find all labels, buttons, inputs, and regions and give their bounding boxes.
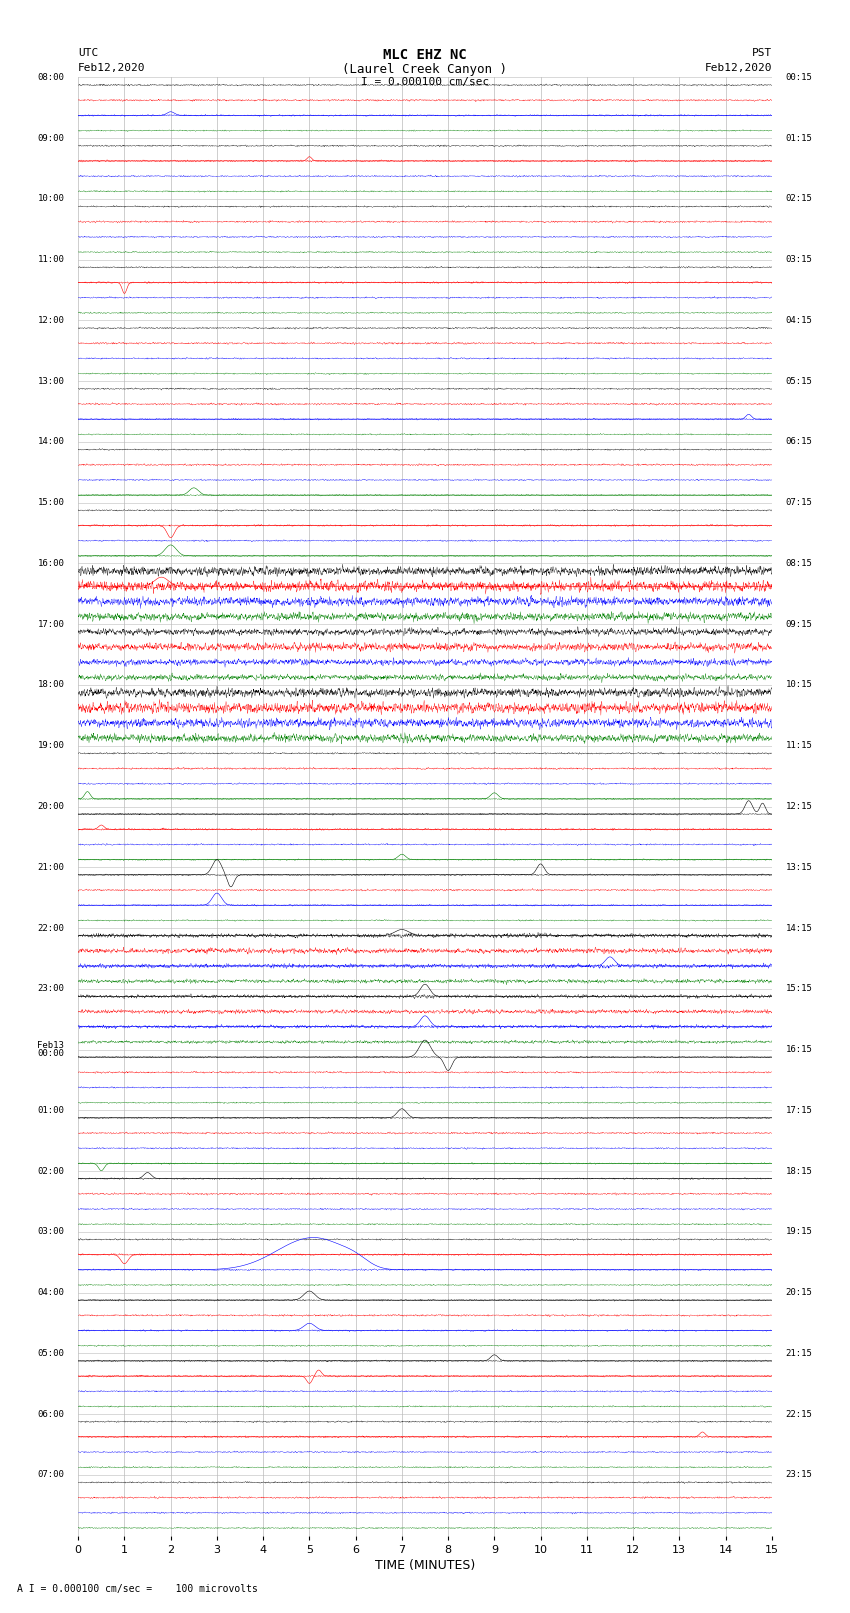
Text: Feb12,2020: Feb12,2020 xyxy=(705,63,772,73)
Text: 22:00: 22:00 xyxy=(37,924,65,932)
Text: 02:00: 02:00 xyxy=(37,1166,65,1176)
Text: 00:15: 00:15 xyxy=(785,73,813,82)
Text: Feb13
00:00: Feb13 00:00 xyxy=(37,1040,65,1058)
Text: A I = 0.000100 cm/sec =    100 microvolts: A I = 0.000100 cm/sec = 100 microvolts xyxy=(17,1584,258,1594)
Text: 12:15: 12:15 xyxy=(785,802,813,811)
Text: 11:00: 11:00 xyxy=(37,255,65,265)
Text: (Laurel Creek Canyon ): (Laurel Creek Canyon ) xyxy=(343,63,507,76)
Text: 17:00: 17:00 xyxy=(37,619,65,629)
Text: 05:00: 05:00 xyxy=(37,1348,65,1358)
Text: 15:00: 15:00 xyxy=(37,498,65,506)
Text: 01:15: 01:15 xyxy=(785,134,813,142)
Text: 06:15: 06:15 xyxy=(785,437,813,447)
Text: 23:00: 23:00 xyxy=(37,984,65,994)
Text: MLC EHZ NC: MLC EHZ NC xyxy=(383,48,467,63)
Text: 10:15: 10:15 xyxy=(785,681,813,689)
Text: 16:15: 16:15 xyxy=(785,1045,813,1053)
Text: 20:00: 20:00 xyxy=(37,802,65,811)
Text: 11:15: 11:15 xyxy=(785,742,813,750)
Text: 21:00: 21:00 xyxy=(37,863,65,871)
Text: I = 0.000100 cm/sec: I = 0.000100 cm/sec xyxy=(361,77,489,87)
Text: 07:00: 07:00 xyxy=(37,1471,65,1479)
Text: Feb12,2020: Feb12,2020 xyxy=(78,63,145,73)
Text: 09:15: 09:15 xyxy=(785,619,813,629)
Text: 19:15: 19:15 xyxy=(785,1227,813,1236)
Text: 14:15: 14:15 xyxy=(785,924,813,932)
Text: 13:15: 13:15 xyxy=(785,863,813,871)
Text: UTC: UTC xyxy=(78,48,99,58)
Text: 19:00: 19:00 xyxy=(37,742,65,750)
Text: 02:15: 02:15 xyxy=(785,195,813,203)
Text: 06:00: 06:00 xyxy=(37,1410,65,1418)
Text: PST: PST xyxy=(751,48,772,58)
Text: 14:00: 14:00 xyxy=(37,437,65,447)
Text: 03:00: 03:00 xyxy=(37,1227,65,1236)
Text: 15:15: 15:15 xyxy=(785,984,813,994)
X-axis label: TIME (MINUTES): TIME (MINUTES) xyxy=(375,1558,475,1571)
Text: 08:15: 08:15 xyxy=(785,560,813,568)
Text: 07:15: 07:15 xyxy=(785,498,813,506)
Text: 18:15: 18:15 xyxy=(785,1166,813,1176)
Text: 16:00: 16:00 xyxy=(37,560,65,568)
Text: 04:00: 04:00 xyxy=(37,1289,65,1297)
Text: 21:15: 21:15 xyxy=(785,1348,813,1358)
Text: 17:15: 17:15 xyxy=(785,1107,813,1115)
Text: 08:00: 08:00 xyxy=(37,73,65,82)
Text: 22:15: 22:15 xyxy=(785,1410,813,1418)
Text: 23:15: 23:15 xyxy=(785,1471,813,1479)
Text: 09:00: 09:00 xyxy=(37,134,65,142)
Text: 10:00: 10:00 xyxy=(37,195,65,203)
Text: 18:00: 18:00 xyxy=(37,681,65,689)
Text: 05:15: 05:15 xyxy=(785,377,813,386)
Text: 03:15: 03:15 xyxy=(785,255,813,265)
Text: 12:00: 12:00 xyxy=(37,316,65,324)
Text: 20:15: 20:15 xyxy=(785,1289,813,1297)
Text: 13:00: 13:00 xyxy=(37,377,65,386)
Text: 01:00: 01:00 xyxy=(37,1107,65,1115)
Text: 04:15: 04:15 xyxy=(785,316,813,324)
